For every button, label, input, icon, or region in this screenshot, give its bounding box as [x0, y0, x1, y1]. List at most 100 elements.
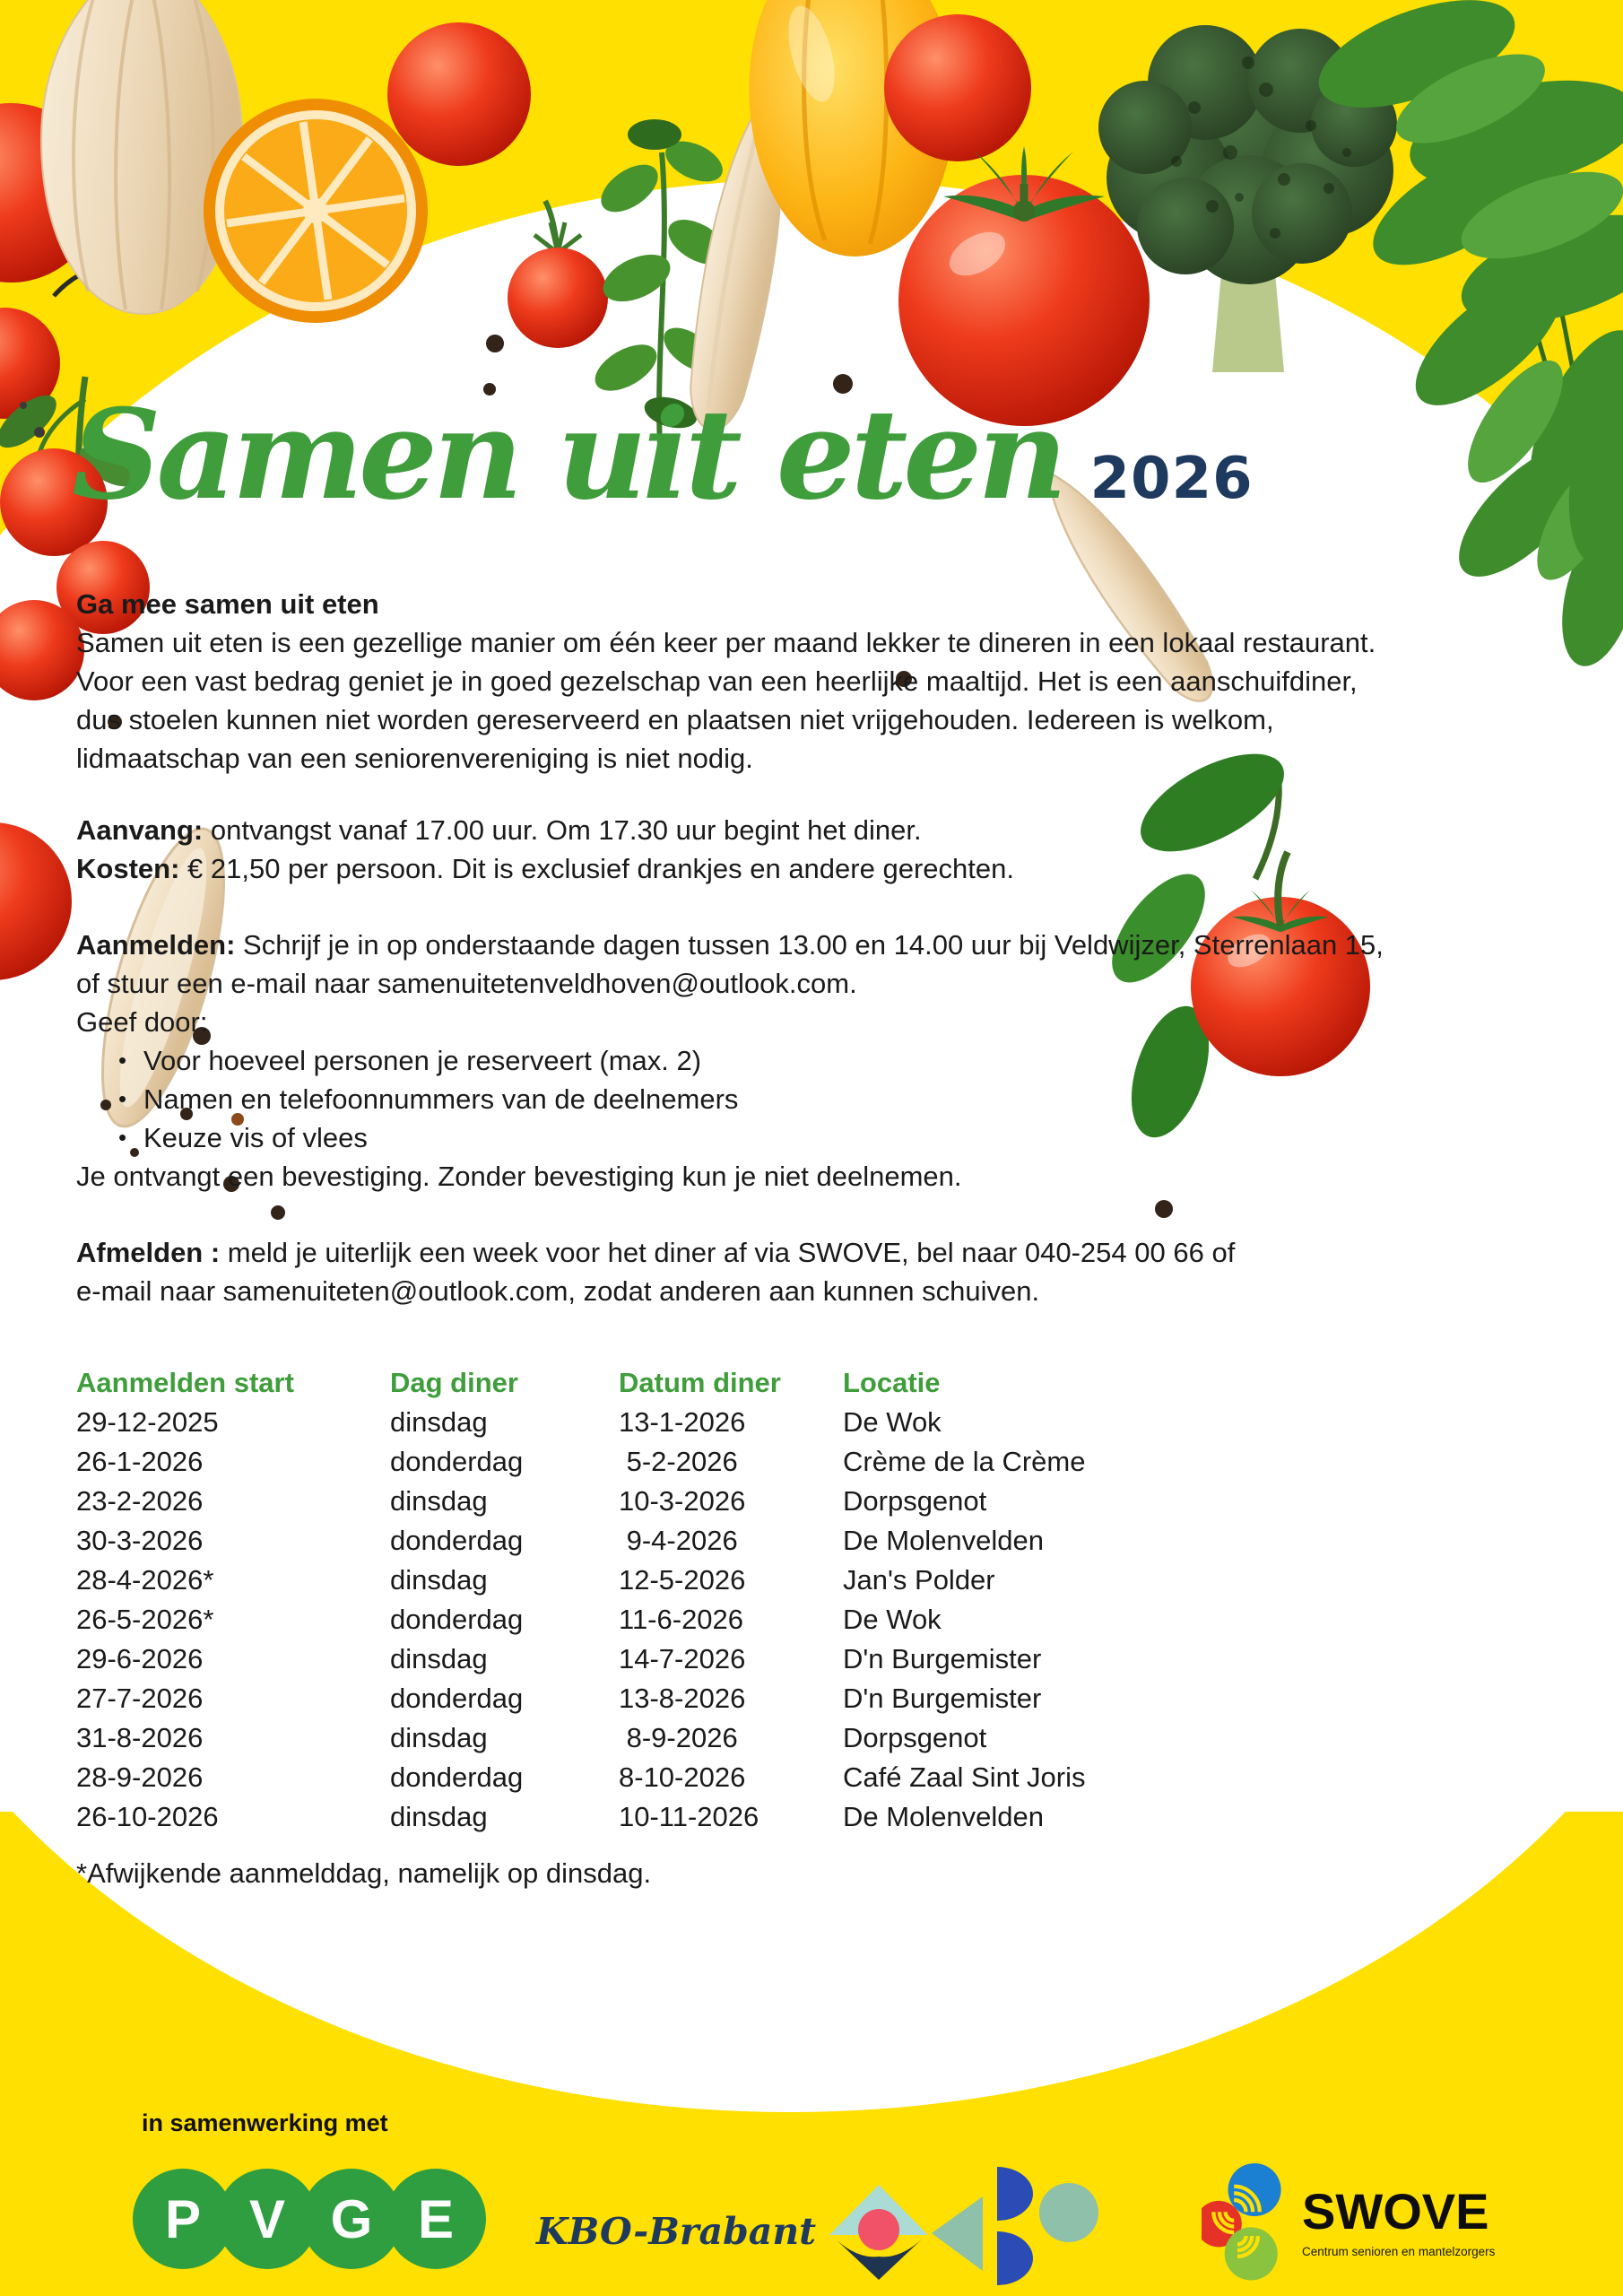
schedule-cell: 26-10-2026 — [76, 1801, 219, 1832]
schedule-cell: 31-8-2026 — [76, 1722, 204, 1753]
broccoli-icon — [1098, 25, 1397, 372]
schedule-cell: dinsdag — [390, 1406, 488, 1438]
swove-text: SWOVE Centrum senioren en mantelzorgers — [1302, 2163, 1496, 2259]
intro-heading: Ga mee samen uit eten — [76, 588, 379, 620]
bullet-item: Namen en telefoonnummers van de deelneme… — [76, 1080, 1601, 1118]
schedule-cell: dinsdag — [390, 1722, 488, 1753]
schedule-cell: De Wok — [843, 1604, 942, 1635]
schedule-column-header: Locatie — [843, 1367, 941, 1398]
bullet-item: Keuze vis of vlees — [76, 1118, 1601, 1157]
swove-name: SWOVE — [1302, 2183, 1489, 2239]
tomato-small-icon — [387, 22, 608, 348]
afmelden-line: Afmelden : meld je uiterlijk een week vo… — [76, 1233, 1601, 1272]
schedule-column-header: Datum diner — [619, 1367, 781, 1398]
schedule-cell: 11-6-2026 — [619, 1604, 744, 1635]
pvge-letter: P — [164, 2188, 202, 2249]
yellow-pepper-icon — [749, 0, 956, 257]
schedule-cell: donderdag — [390, 1761, 524, 1793]
schedule-cell: 26-5-2026* — [76, 1604, 214, 1635]
garlic-bulb-icon — [39, 0, 244, 316]
schedule-cell: Café Zaal Sint Joris — [843, 1761, 1086, 1793]
schedule-cell: Dorpsgenot — [843, 1722, 987, 1753]
aanmelden-bullet-list: Voor hoeveel personen je reserveert (max… — [76, 1041, 1601, 1157]
tomato-big-icon — [884, 14, 1150, 426]
schedule-cell: dinsdag — [390, 1643, 488, 1674]
schedule-cell: 30-3-2026 — [76, 1525, 204, 1556]
kosten-line: Kosten: € 21,50 per persoon. Dit is excl… — [76, 849, 1601, 888]
herbs-right-icon — [1318, 0, 1623, 666]
schedule-table: Aanmelden start Dag diner Datum diner Lo… — [76, 1363, 1601, 1837]
schedule-column-header: Dag diner — [390, 1367, 518, 1398]
afmelden-email-line: e-mail naar samenuiteten@outlook.com, zo… — [76, 1275, 1040, 1307]
geef-door-line: Geef door: — [76, 1006, 208, 1038]
title-year: 2026 — [1089, 446, 1254, 512]
schedule-cell: 28-4-2026* — [76, 1564, 214, 1596]
aanmelden-text: Schrijf je in op onderstaande dagen tuss… — [235, 929, 1384, 961]
schedule-cell: 29-12-2025 — [76, 1406, 219, 1438]
pvge-letter: G — [330, 2188, 373, 2249]
aanvang-line: Aanvang: ontvangst vanaf 17.00 uur. Om 1… — [76, 811, 1601, 849]
schedule-cell: 12-5-2026 — [619, 1564, 746, 1596]
page-title: Samen uit eten 2026 — [72, 393, 1254, 517]
schedule-cell: 10-11-2026 — [619, 1801, 759, 1832]
swove-logo: SWOVE Centrum senioren en mantelzorgers — [1202, 2163, 1495, 2289]
aanmelden-label: Aanmelden: — [76, 929, 236, 961]
schedule-cell: Jan's Polder — [843, 1564, 995, 1596]
schedule-cell: donderdag — [390, 1525, 524, 1556]
afmelden-label: Afmelden : — [76, 1237, 221, 1268]
partnership-text: in samenwerking met — [142, 2109, 388, 2136]
schedule-cell: 9-4-2026 — [619, 1525, 738, 1556]
title-script: Samen uit eten — [72, 381, 1067, 527]
schedule-cell: De Molenvelden — [843, 1525, 1045, 1556]
schedule-cell: 5-2-2026 — [619, 1446, 738, 1477]
schedule-cell: Crème de la Crème — [843, 1446, 1086, 1477]
kosten-label: Kosten: — [76, 853, 180, 884]
schedule-cell: De Molenvelden — [843, 1801, 1045, 1832]
schedule-cell: 8-10-2026 — [619, 1761, 746, 1793]
kosten-text: € 21,50 per persoon. Dit is exclusief dr… — [179, 853, 1014, 884]
intro-line: Voor een vast bedrag geniet je in goed g… — [76, 665, 1358, 697]
schedule-cell: dinsdag — [390, 1801, 488, 1832]
intro-line: Samen uit eten is een gezellige manier o… — [76, 627, 1376, 658]
schedule-column-header: Aanmelden start — [76, 1367, 294, 1398]
schedule-cell: 13-1-2026 — [619, 1406, 746, 1438]
swove-tagline: Centrum senioren en mantelzorgers — [1302, 2245, 1496, 2258]
schedule-cell: 29-6-2026 — [76, 1643, 204, 1674]
schedule-cell: donderdag — [390, 1683, 524, 1714]
schedule-cell: 23-2-2026 — [76, 1485, 204, 1517]
pvge-logo: P V G E — [133, 2169, 486, 2269]
pvge-letter: E — [417, 2188, 455, 2249]
bibliotheek-logo-icon — [932, 2167, 1098, 2285]
schedule-footnote: *Afwijkende aanmelddag, namelijk op dins… — [76, 1857, 652, 1889]
kbo-brabant-logo: KBO-Brabant — [536, 2179, 929, 2283]
schedule-cell: 27-7-2026 — [76, 1683, 204, 1714]
aanmelden-email-line: of stuur een e-mail naar samenuitetenvel… — [76, 968, 857, 999]
orange-slice-icon — [204, 99, 428, 323]
kbo-brabant-mark-icon — [829, 2185, 929, 2280]
aanvang-label: Aanvang: — [76, 814, 204, 846]
schedule-cell: 26-1-2026 — [76, 1446, 204, 1477]
schedule-cell: dinsdag — [390, 1564, 488, 1596]
afmelden-text: meld je uiterlijk een week voor het dine… — [220, 1237, 1236, 1268]
schedule-cell: D'n Burgemister — [843, 1683, 1042, 1714]
schedule-cell: 8-9-2026 — [619, 1722, 738, 1753]
schedule-cell: D'n Burgemister — [843, 1643, 1042, 1674]
swove-mark-icon — [1202, 2163, 1281, 2281]
schedule-cell: donderdag — [390, 1446, 524, 1477]
schedule-cell: De Wok — [843, 1406, 942, 1438]
aanmelden-line: Aanmelden: Schrijf je in op onderstaande… — [76, 926, 1601, 964]
yellow-top-band — [0, 0, 1623, 628]
schedule-cell: dinsdag — [390, 1485, 488, 1517]
confirmation-line: Je ontvangt een bevestiging. Zonder beve… — [76, 1161, 962, 1192]
schedule-cell: Dorpsgenot — [843, 1485, 987, 1517]
aanvang-text: ontvangst vanaf 17.00 uur. Om 17.30 uur … — [203, 814, 922, 846]
schedule-cell: 28-9-2026 — [76, 1761, 204, 1793]
kbo-brabant-name: KBO-Brabant — [536, 2209, 817, 2253]
schedule-cell: donderdag — [390, 1604, 524, 1635]
schedule-cell: 13-8-2026 — [619, 1683, 746, 1714]
pvge-letter: V — [248, 2188, 286, 2249]
pvge-circle: E — [386, 2169, 486, 2269]
schedule-cell: 14-7-2026 — [619, 1643, 746, 1674]
bullet-item: Voor hoeveel personen je reserveert (max… — [76, 1041, 1601, 1080]
